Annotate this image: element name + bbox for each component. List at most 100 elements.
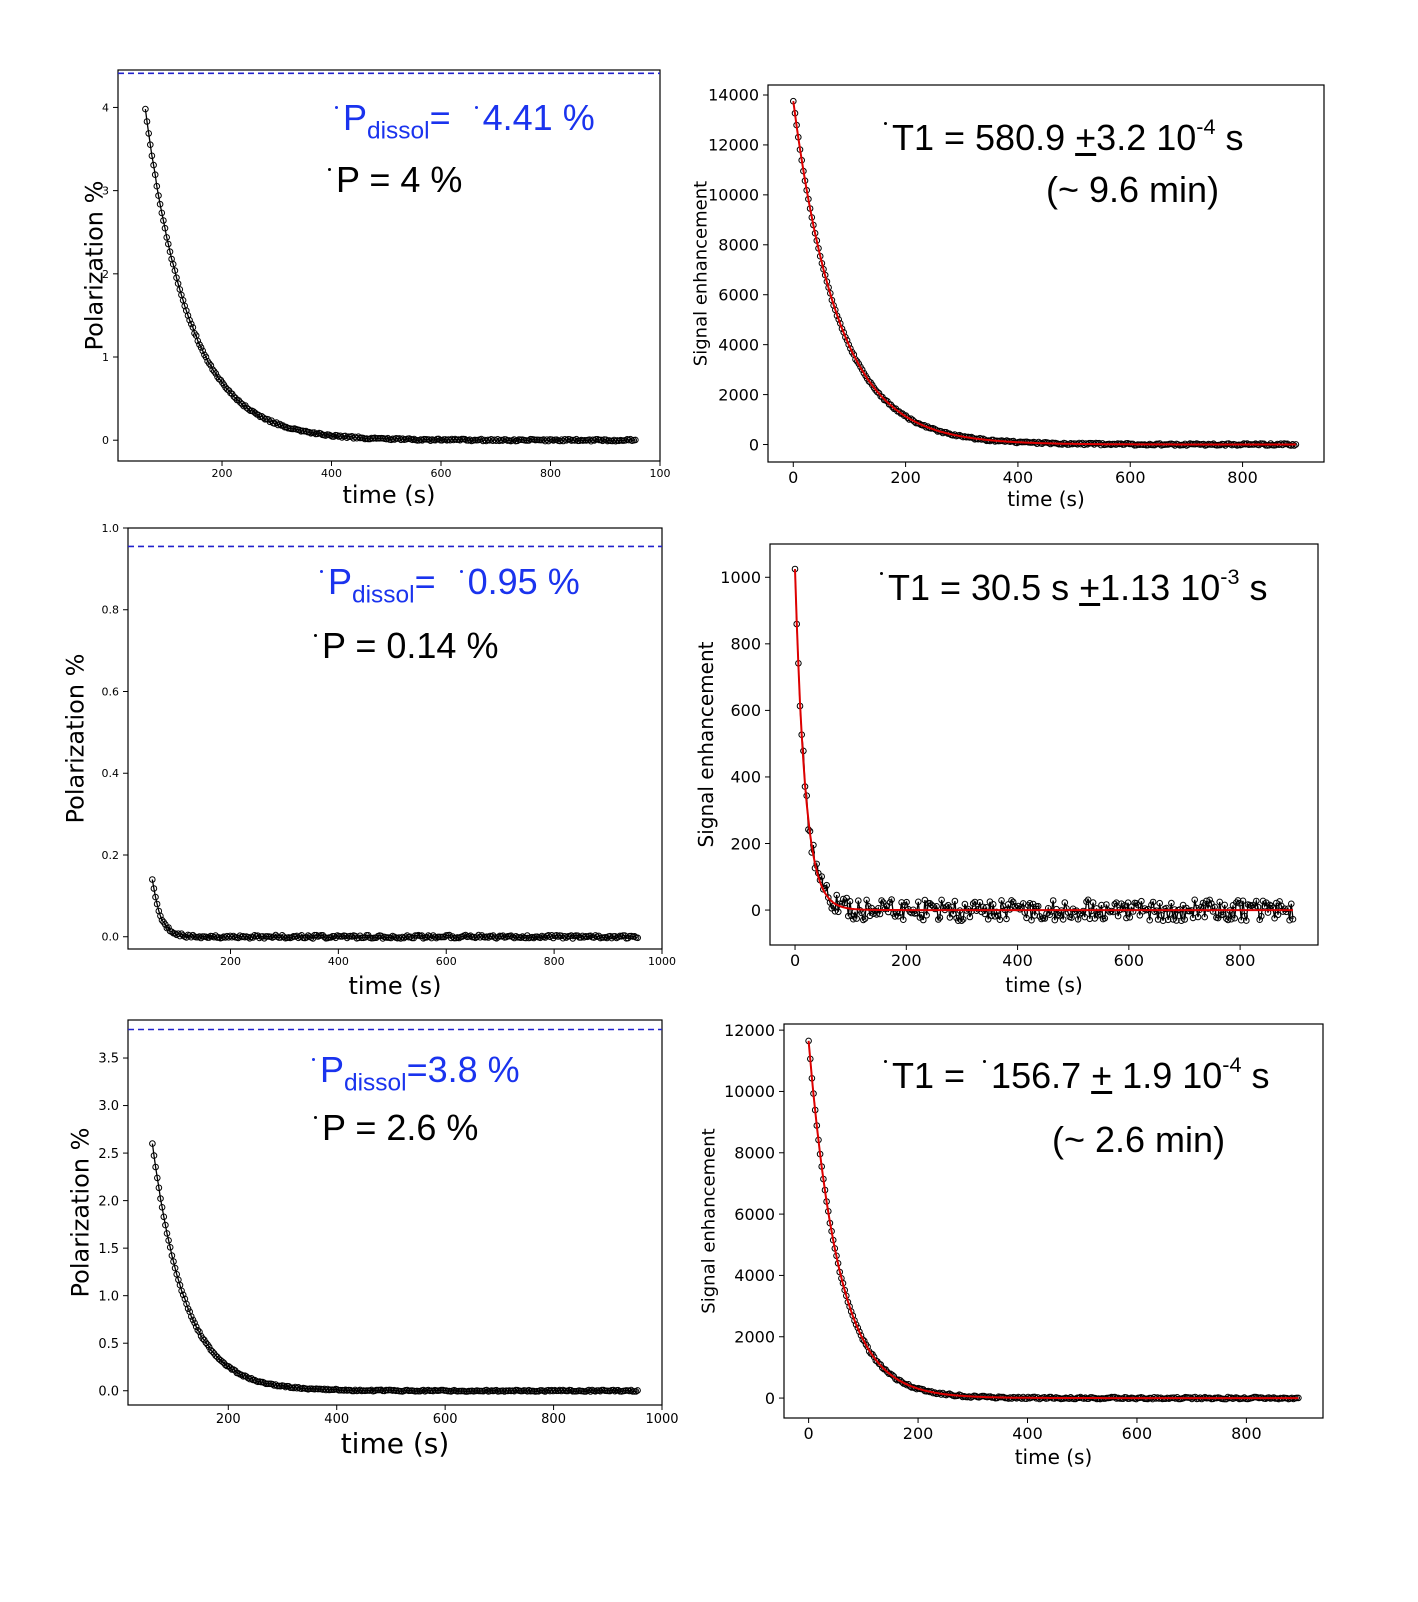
p3-pd-eq: = bbox=[406, 1049, 428, 1090]
data-point bbox=[1216, 898, 1224, 906]
data-point bbox=[330, 933, 338, 940]
s3-t1-note: (~ 2.6 min) bbox=[1052, 1122, 1225, 1158]
data-point bbox=[156, 200, 164, 208]
y-axis-label: Polarization % bbox=[80, 181, 108, 351]
data-point bbox=[431, 933, 439, 941]
data-point bbox=[259, 933, 267, 940]
p3-pd-value: 3.8 % bbox=[427, 1049, 520, 1090]
data-point bbox=[207, 1346, 215, 1354]
data-point bbox=[478, 932, 486, 939]
y-tick-label: 0 bbox=[751, 901, 761, 920]
data-point bbox=[171, 267, 179, 274]
data-point bbox=[1194, 913, 1202, 921]
data-point bbox=[426, 933, 434, 940]
data-point bbox=[1208, 900, 1215, 907]
plot-frame bbox=[127, 1019, 663, 1406]
data-point bbox=[202, 1339, 210, 1347]
data-point bbox=[1054, 911, 1062, 919]
exponential-fit-line bbox=[792, 101, 1296, 446]
data-point bbox=[466, 436, 474, 444]
x-tick-label: 800 bbox=[540, 467, 561, 480]
x-tick-label: 800 bbox=[1225, 951, 1256, 970]
data-point bbox=[168, 1252, 176, 1259]
data-point bbox=[187, 933, 195, 941]
data-point bbox=[149, 876, 156, 883]
data-point bbox=[227, 1364, 234, 1372]
y-axis-label: Polarization % bbox=[61, 654, 89, 824]
data-point bbox=[1138, 897, 1145, 905]
data-point bbox=[188, 1313, 195, 1320]
data-point bbox=[603, 934, 611, 942]
chart-s3: 0 200 400 600 800 0 2000 4000 6000 8000 10000 12000… bbox=[690, 1000, 1390, 1520]
data-point bbox=[903, 898, 910, 906]
data-point bbox=[303, 934, 310, 941]
data-point bbox=[447, 934, 455, 942]
x-tick-label: 400 bbox=[328, 955, 349, 968]
y-tick-label: 800 bbox=[730, 635, 761, 654]
data-point bbox=[1059, 916, 1067, 923]
p1-pd-label: P bbox=[343, 97, 368, 138]
chart-s2: 0 200 400 600 800 0 200 400 600 800 1000 time (s) Si… bbox=[690, 500, 1390, 1020]
p3-pd-sub: dissol bbox=[344, 1069, 407, 1097]
s3-t1-prefix: T1 = bbox=[892, 1055, 976, 1097]
data-point bbox=[1221, 901, 1229, 909]
data-point bbox=[874, 388, 881, 396]
data-point bbox=[353, 434, 361, 442]
data-point bbox=[949, 910, 957, 918]
data-point bbox=[1228, 915, 1235, 923]
s1-t1-unit: s bbox=[1215, 117, 1244, 159]
data-point bbox=[1256, 916, 1264, 924]
y-tick-label: 2.0 bbox=[98, 1194, 119, 1209]
p1-pd-eq: = bbox=[429, 97, 451, 138]
data-point bbox=[579, 932, 586, 940]
data-point bbox=[255, 411, 262, 419]
data-point bbox=[573, 435, 580, 443]
data-point bbox=[152, 893, 159, 901]
y-tick-label: 3.5 bbox=[98, 1052, 119, 1067]
data-point bbox=[1086, 915, 1094, 923]
x-axis-label: time (s) bbox=[1005, 973, 1083, 997]
x-tick-label: 800 bbox=[541, 1412, 566, 1427]
plot-frame bbox=[127, 527, 663, 950]
data-point bbox=[1034, 902, 1042, 910]
data-point bbox=[823, 881, 830, 889]
p2-pd-value: 0.95 % bbox=[467, 561, 580, 602]
data-point bbox=[1191, 1393, 1199, 1401]
data-point bbox=[561, 436, 569, 443]
data-point bbox=[1271, 914, 1278, 922]
data-point bbox=[222, 1361, 229, 1369]
data-point bbox=[399, 435, 407, 443]
y-tick-label: 400 bbox=[730, 768, 761, 787]
data-point bbox=[384, 434, 392, 442]
y-tick-label: 0 bbox=[765, 1389, 775, 1408]
data-point bbox=[1288, 900, 1295, 908]
y-tick-label: 3.0 bbox=[98, 1099, 119, 1114]
data-point bbox=[1101, 915, 1109, 922]
data-point bbox=[158, 1204, 166, 1211]
data-point bbox=[810, 841, 817, 849]
data-point bbox=[915, 898, 922, 906]
data-point bbox=[853, 915, 860, 922]
y-axis-label: Signal enhancement bbox=[698, 1128, 719, 1313]
data-point bbox=[237, 399, 244, 406]
x-tick-label: 800 bbox=[544, 955, 565, 968]
data-point bbox=[632, 1388, 640, 1395]
data-point bbox=[514, 437, 521, 445]
data-point bbox=[224, 386, 231, 393]
y-tick-label: 2.5 bbox=[98, 1147, 119, 1162]
x-tick-label: 200 bbox=[891, 951, 922, 970]
data-point bbox=[1239, 897, 1247, 905]
data-point bbox=[179, 932, 187, 939]
y-axis-label: Polarization % bbox=[66, 1128, 94, 1298]
data-point bbox=[153, 182, 161, 190]
s3-t1-err: 1.9 10 bbox=[1112, 1055, 1223, 1097]
data-point bbox=[553, 932, 560, 939]
data-point bbox=[988, 912, 995, 920]
data-point bbox=[1003, 915, 1010, 923]
data-point bbox=[1114, 912, 1122, 920]
exponential-fit-line bbox=[794, 568, 1293, 912]
data-point bbox=[338, 434, 346, 441]
data-point bbox=[574, 932, 582, 940]
data-point bbox=[170, 1258, 177, 1265]
data-series-line bbox=[151, 1143, 638, 1393]
